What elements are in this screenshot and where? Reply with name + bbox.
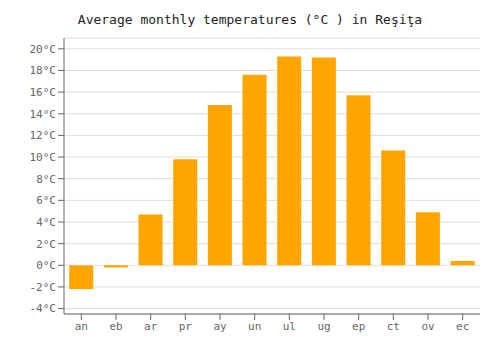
svg-text:pr: pr bbox=[179, 320, 193, 333]
svg-text:2°C: 2°C bbox=[36, 238, 56, 251]
svg-text:ct: ct bbox=[387, 320, 400, 333]
svg-text:ar: ar bbox=[144, 320, 158, 333]
html-text:Average monthly temperatures (: Average monthly temperatures (°C ) in Re… bbox=[77, 12, 423, 27]
svg-text:14°C: 14°C bbox=[30, 108, 57, 121]
svg-text:-4°C: -4°C bbox=[30, 302, 57, 315]
svg-text:8°C: 8°C bbox=[36, 173, 56, 186]
svg-text:6°C: 6°C bbox=[36, 194, 56, 207]
svg-text:-2°C: -2°C bbox=[30, 281, 57, 294]
svg-text:ay: ay bbox=[213, 320, 227, 333]
svg-text:ug: ug bbox=[317, 320, 330, 333]
svg-text:un: un bbox=[248, 320, 261, 333]
svg-text:ep: ep bbox=[352, 320, 365, 333]
svg-text:18°C: 18°C bbox=[30, 64, 57, 77]
svg-text:eb: eb bbox=[109, 320, 122, 333]
svg-text:ov: ov bbox=[421, 320, 435, 333]
svg-text:an: an bbox=[75, 320, 88, 333]
svg-text:ec: ec bbox=[456, 320, 469, 333]
svg-text:16°C: 16°C bbox=[30, 86, 57, 99]
svg-text:4°C: 4°C bbox=[36, 216, 56, 229]
svg-text:20°C: 20°C bbox=[30, 43, 57, 56]
svg-text:ul: ul bbox=[283, 320, 296, 333]
svg-text:10°C: 10°C bbox=[30, 151, 57, 164]
svg-text:12°C: 12°C bbox=[30, 129, 57, 142]
svg-text:0°C: 0°C bbox=[36, 259, 56, 272]
